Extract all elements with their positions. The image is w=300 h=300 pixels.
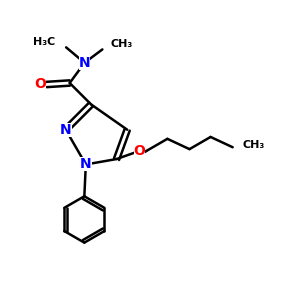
Text: N: N (60, 123, 72, 137)
Text: H₃C: H₃C (33, 37, 55, 47)
Text: O: O (34, 77, 46, 92)
Text: CH₃: CH₃ (111, 39, 133, 49)
Text: N: N (79, 56, 90, 70)
Text: CH₃: CH₃ (242, 140, 264, 150)
Text: O: O (134, 144, 146, 158)
Text: N: N (80, 158, 92, 172)
